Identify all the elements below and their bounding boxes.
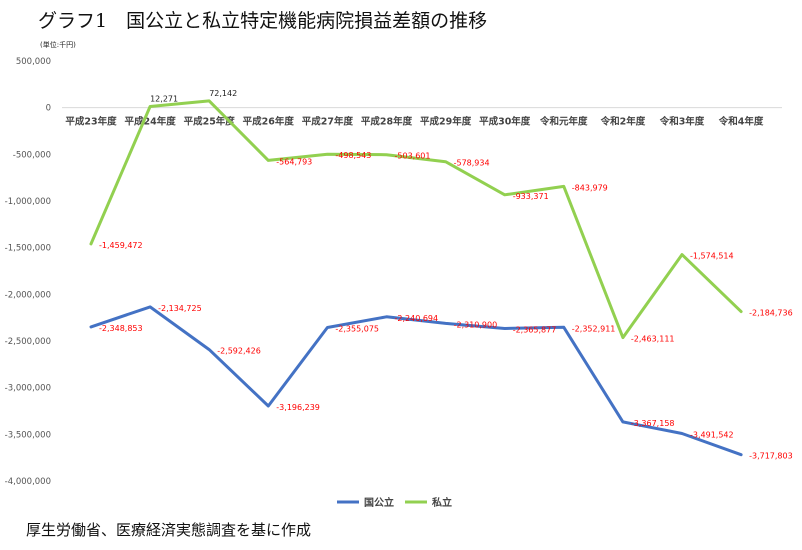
y-tick-label: 0: [46, 104, 51, 114]
x-tick-label: 平成24年度: [124, 116, 176, 128]
data-label: -2,463,111: [631, 335, 675, 344]
x-tick-label: 令和元年度: [539, 116, 588, 128]
data-label: -2,310,900: [454, 320, 498, 329]
data-label: -2,240,694: [395, 314, 439, 323]
data-label: 12,271: [150, 95, 178, 104]
data-label: -3,367,158: [631, 419, 675, 428]
data-label: -3,717,803: [749, 452, 793, 461]
x-tick-label: 平成30年度: [479, 116, 531, 128]
y-tick-label: -1,500,000: [5, 244, 51, 254]
data-label: -1,574,514: [690, 252, 734, 261]
series-line-shiritsu: [89, 99, 743, 340]
x-tick-label: 令和2年度: [600, 116, 646, 128]
x-tick-label: 平成28年度: [361, 116, 413, 128]
legend-label: 私立: [431, 496, 452, 509]
chart-title: グラフ1 国公立と私立特定機能病院損益差額の推移: [38, 10, 488, 32]
series-line-kokkoritsu: [89, 305, 743, 457]
y-tick-label: -2,500,000: [5, 337, 51, 347]
data-label: -2,365,877: [513, 325, 557, 334]
x-tick-label: 平成27年度: [302, 116, 354, 128]
data-label: -498,543: [335, 151, 371, 160]
y-tick-label: -500,000: [13, 150, 51, 160]
x-tick-label: 平成26年度: [243, 116, 295, 128]
source-note: 厚生労働省、医療経済実態調査を基に作成: [26, 521, 312, 539]
data-label: -503,601: [395, 152, 431, 161]
data-label: -3,491,542: [690, 431, 734, 440]
y-tick-label: -3,500,000: [5, 430, 51, 440]
x-tick-label: 平成25年度: [184, 116, 236, 128]
data-label: -2,134,725: [158, 304, 202, 313]
data-label: 72,142: [209, 89, 237, 98]
data-label: -2,592,426: [217, 347, 261, 356]
y-tick-label: -2,000,000: [5, 290, 51, 300]
x-tick-label: 令和4年度: [718, 116, 764, 128]
y-tick-label: -3,000,000: [5, 384, 51, 394]
data-label: -564,793: [276, 157, 312, 166]
y-tick-label: -1,000,000: [5, 197, 51, 207]
data-label: -933,371: [513, 192, 549, 201]
y-tick-label: 500,000: [16, 57, 51, 67]
data-label: -843,979: [572, 183, 608, 192]
legend-label: 国公立: [364, 496, 394, 509]
data-label: -2,348,853: [99, 324, 143, 333]
unit-label: (単位:千円): [40, 41, 76, 49]
x-tick-label: 平成23年度: [65, 116, 117, 128]
x-tick-label: 平成29年度: [420, 116, 472, 128]
data-label: -2,184,736: [749, 309, 793, 318]
data-label: -2,355,075: [335, 324, 379, 333]
y-tick-label: -4,000,000: [5, 477, 51, 487]
x-tick-label: 令和3年度: [659, 116, 705, 128]
data-label: -1,459,472: [99, 241, 143, 250]
data-label: -3,196,239: [276, 403, 320, 412]
data-label: -578,934: [454, 159, 490, 168]
data-label: -2,352,911: [572, 324, 616, 333]
